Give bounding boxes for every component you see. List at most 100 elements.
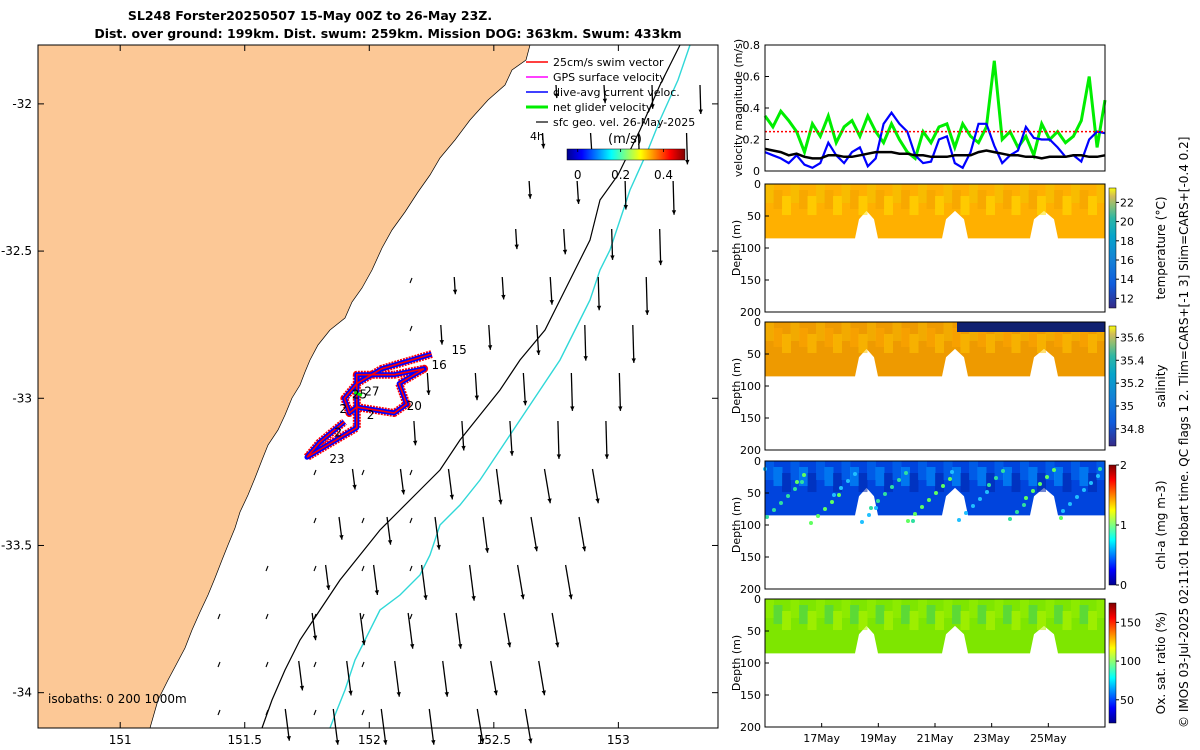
section-texture	[833, 473, 842, 493]
section-texture	[1071, 461, 1080, 481]
velocity-arrow-head	[299, 685, 305, 691]
section-y-tick-label: 150	[740, 689, 761, 702]
section-chl-point	[906, 519, 910, 523]
section-colorbar-tick-label: 35.6	[1120, 331, 1145, 344]
velocity-series-line	[764, 110, 1106, 170]
velocity-arrow	[632, 324, 635, 363]
section-y-tick-label: 200	[740, 306, 761, 319]
velocity-arrow	[672, 180, 675, 215]
section-texture	[765, 599, 774, 619]
velocity-arrow-head	[595, 498, 600, 504]
glider-track	[303, 350, 433, 462]
section-texture	[875, 605, 885, 625]
section-low-salinity-band	[957, 322, 1105, 332]
section-chl-point	[1068, 502, 1072, 506]
velocity-arrow	[611, 228, 614, 260]
section-colorbar-tick-label: 20	[1120, 216, 1134, 229]
section-texture	[1054, 605, 1063, 625]
velocity-arrow	[685, 132, 689, 165]
section-texture	[773, 605, 783, 625]
section-chl-point	[883, 492, 887, 496]
section-chl-point	[832, 493, 836, 497]
velocity-arrow	[530, 516, 538, 552]
section-texture	[875, 190, 885, 210]
section-texture	[1003, 328, 1012, 348]
section-colorbar	[1108, 602, 1117, 724]
velocity-arrow	[551, 612, 559, 648]
section-texture	[833, 196, 842, 216]
section-chl-point	[816, 514, 820, 518]
section-texture	[807, 473, 817, 493]
section-texture	[943, 461, 953, 481]
section-chl-point	[1059, 516, 1063, 520]
velocity-arrow-head	[602, 98, 608, 104]
velocity-arrow	[570, 372, 574, 411]
section-chl-point	[950, 470, 954, 474]
section-texture	[1079, 605, 1089, 625]
section-texture	[1011, 611, 1021, 631]
velocity-arrow	[313, 469, 317, 476]
legend-gps-label: GPS surface velocity	[553, 71, 666, 84]
legend-sfc-label: sfc geo. vel. 26-May-2025	[553, 116, 695, 129]
velocity-arrow	[361, 613, 365, 620]
velocity-arrow-head	[487, 345, 493, 350]
section-y-tick-label: 50	[747, 348, 761, 361]
section-texture	[1020, 461, 1029, 481]
section-texture	[1037, 611, 1046, 631]
colorbar-tick-label: 0.4	[654, 168, 673, 182]
section-texture	[841, 461, 851, 481]
section-texture	[1011, 334, 1021, 354]
velocity-y-tick-label: 0.6	[743, 71, 761, 84]
section-chl-point	[994, 476, 998, 480]
velocity-arrow	[313, 613, 317, 620]
section-chl-point	[867, 513, 871, 517]
velocity-arrow-head	[645, 310, 650, 315]
section-texture	[960, 473, 970, 493]
section-chl-point	[1001, 469, 1005, 473]
section-y-tick-label: 0	[754, 316, 761, 329]
section-chl-point	[1024, 496, 1028, 500]
velocity-arrow-head	[596, 305, 602, 311]
section-texture	[994, 461, 1004, 481]
section-colorbar	[1108, 464, 1117, 586]
section-chl-point	[1098, 467, 1102, 471]
velocity-arrow	[490, 660, 498, 696]
velocity-arrow	[645, 276, 648, 315]
velocity-arrow-head	[581, 546, 587, 552]
section-chl-point	[1061, 509, 1065, 513]
section-chl-point	[890, 485, 894, 489]
velocity-arrow-head	[509, 451, 515, 456]
section-texture	[799, 190, 808, 210]
velocity-arrow-head	[444, 691, 449, 697]
section-texture	[1096, 599, 1106, 619]
velocity-arrow-head	[618, 406, 623, 411]
velocity-arrow-head	[387, 539, 393, 545]
velocity-arrow	[495, 468, 502, 505]
section-texture	[918, 184, 927, 204]
map-x-tick-label: 151	[109, 733, 132, 747]
velocity-arrow	[361, 709, 365, 716]
section-colorbar-tick-label: 16	[1120, 254, 1134, 267]
section-texture	[892, 461, 902, 481]
section-ylabel: Depth (m)	[730, 358, 743, 414]
map-y-axis: -32 -32.5 -33 -33.5 -34	[1, 97, 718, 700]
section-texture	[833, 334, 842, 354]
section-texture	[926, 190, 936, 210]
section-chl-point	[853, 472, 857, 476]
section-chl-point	[846, 479, 850, 483]
section-chl-point	[941, 484, 945, 488]
section-texture	[875, 467, 885, 487]
velocity-arrow-head	[528, 738, 533, 744]
day-label: 25	[352, 387, 367, 401]
section-texture	[918, 322, 927, 342]
section-texture	[884, 611, 893, 631]
velocity-arrow-head	[474, 395, 479, 401]
section-texture	[918, 599, 927, 619]
velocity-arrow	[482, 516, 489, 553]
time-axis: 17May 19May 21May 23May 25May	[803, 723, 1067, 745]
section-texture	[909, 334, 919, 354]
velocity-arrow-head	[493, 690, 498, 696]
section-y-tick-label: 0	[754, 593, 761, 606]
velocity-arrow-head	[413, 440, 418, 446]
